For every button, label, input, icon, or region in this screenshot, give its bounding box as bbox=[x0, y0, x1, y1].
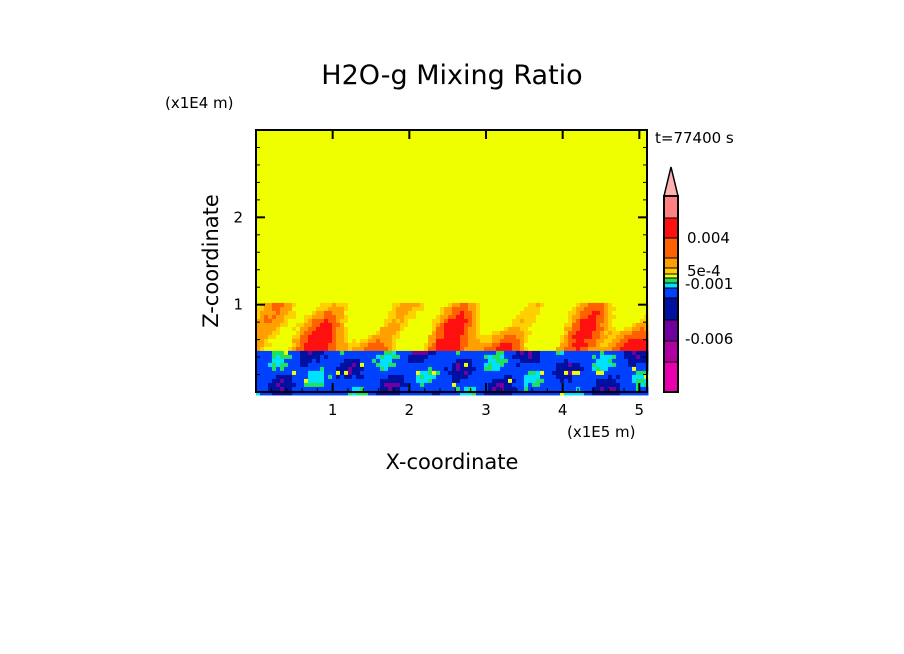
colorbar-band bbox=[663, 340, 679, 363]
axis-ticks: 1 2 3 4 5 1 2 bbox=[233, 130, 647, 419]
x-axis-label: X-coordinate bbox=[386, 450, 519, 474]
y-tick-label: 2 bbox=[233, 208, 243, 226]
colorbar-band bbox=[663, 287, 679, 299]
colorbar-band bbox=[663, 297, 679, 321]
plot-frame bbox=[255, 129, 648, 393]
y-axis-label: Z-coordinate bbox=[199, 194, 223, 328]
x-tick-label: 1 bbox=[328, 401, 338, 419]
x-unit-label: (x1E5 m) bbox=[567, 423, 636, 441]
colorbar-band bbox=[663, 267, 679, 275]
colorbar-band bbox=[663, 361, 679, 393]
colorbar-tick-label: 0.004 bbox=[687, 229, 730, 247]
x-tick-label: 3 bbox=[481, 401, 491, 419]
colorbar-band bbox=[663, 282, 679, 289]
colorbar: 0.004 5e-4-0.001 -0.006 bbox=[663, 166, 733, 393]
time-label: t=77400 s bbox=[655, 129, 734, 147]
x-tick-label: 4 bbox=[558, 401, 568, 419]
colorbar-band bbox=[663, 273, 679, 279]
colorbar-band bbox=[663, 277, 679, 284]
chart-title: H2O-g Mixing Ratio bbox=[321, 60, 582, 91]
colorbar-band bbox=[663, 237, 679, 259]
y-unit-label: (x1E4 m) bbox=[165, 94, 234, 112]
colorbar-tick-label: -0.006 bbox=[685, 330, 733, 348]
colorbar-extend-triangle bbox=[663, 166, 679, 197]
x-tick-label: 2 bbox=[405, 401, 415, 419]
colorbar-band bbox=[663, 257, 679, 269]
colorbar-band bbox=[663, 217, 679, 239]
x-tick-label: 5 bbox=[635, 401, 645, 419]
contour-field bbox=[256, 130, 649, 396]
colorbar-frame bbox=[663, 195, 679, 393]
colorbar-band bbox=[663, 319, 679, 342]
colorbar-band bbox=[663, 195, 679, 219]
colorbar-tick-label: -0.001 bbox=[685, 275, 733, 293]
colorbar-tick-label: 5e-4 bbox=[687, 262, 721, 280]
y-tick-label: 1 bbox=[233, 296, 243, 314]
